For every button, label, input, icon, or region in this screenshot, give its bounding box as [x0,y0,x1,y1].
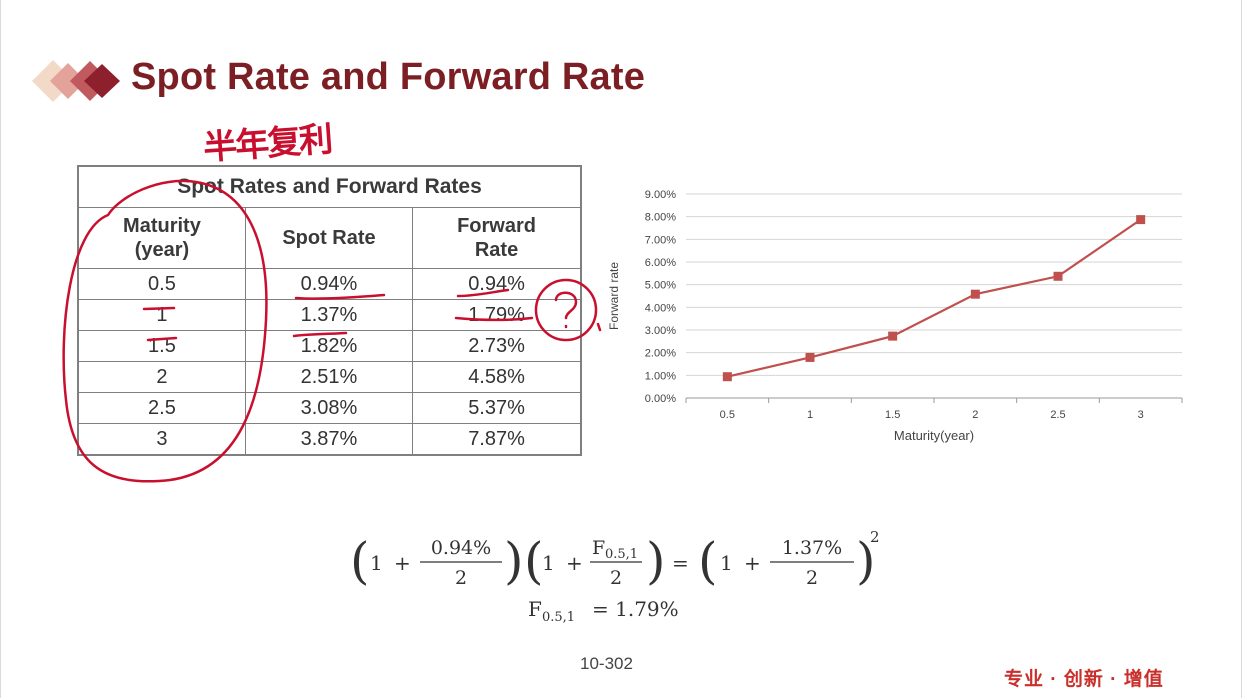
cell-maturity: 1 [77,299,246,331]
cell-spot-rate: 0.94% [244,268,414,300]
formula-frac2-denominator: 2 [610,567,622,589]
header-spot-rate-line1: Spot Rate [282,227,376,249]
data-point-marker [970,289,980,299]
formula-plus: + [394,551,411,575]
formula-frac1-numerator: 0.94% [431,537,491,559]
formula-frac2-numerator-sub: 0.5,1 [605,547,638,562]
header-forward-rate-line1: Forward [457,215,536,237]
formula-open-paren: ( [350,532,370,590]
header-forward-rate-line2: Rate [474,239,519,261]
cell-spot-rate: 1.82% [244,330,414,362]
x-tick-label: 1.5 [885,409,900,421]
chart-x-tick-labels: 0.5 1 1.5 2 2.5 3 [685,398,1183,421]
cell-spot-rate: 3.87% [244,423,414,456]
cell-spot-rate: 3.08% [244,392,414,424]
forward-rate-line-chart: 0.00% 1.00% 2.00% 3.00% 4.00% 5.00% 6.00% 7.00%… [607,189,1183,443]
formula-open-paren: ( [524,532,544,590]
cell-forward-rate: 5.37% [412,392,582,424]
x-tick-label: 0.5 [720,409,735,421]
chart-y-axis-label: Forward rate [607,262,621,330]
y-tick-label: 9.00% [645,189,676,201]
formula-equals: = [672,551,689,575]
chart-gridlines [686,193,1182,376]
formula-equation-line: ( 1 + 0.94% 2 ) ( 1 + F 0.5,1 2 ) = ( 1 … [350,528,880,590]
formula-frac3-numerator: 1.37% [782,537,842,559]
table-row: 1.5 1.82% 2.73% [77,330,582,362]
chart-x-axis-label: Maturity(year) [894,428,974,443]
data-point-marker [722,372,732,382]
slide-title: Spot Rate and Forward Rate [131,56,646,98]
y-tick-label: 6.00% [645,257,676,269]
header-forward-rate: Forward Rate [412,207,582,269]
cell-forward-rate: 2.73% [412,330,582,362]
page-number: 10-302 [580,654,633,673]
cell-maturity: 2 [77,361,246,393]
formula-frac3-denominator: 2 [806,567,818,589]
data-point-marker [1053,271,1063,281]
header-maturity-line1: Maturity [123,215,201,237]
cell-forward-rate: 0.94% [412,268,582,300]
series-line [727,218,1142,378]
spot-forward-rate-table: Spot Rates and Forward Rates Maturity (y… [77,165,582,456]
y-tick-label: 5.00% [645,280,676,292]
formula-frac1-denominator: 2 [455,567,467,589]
formula-close-paren: ) [856,532,876,590]
formula-result-lhs: F [528,597,542,621]
handwritten-note: 半年复利 [202,119,333,169]
forward-rate-formula: ( 1 + 0.94% 2 ) ( 1 + F 0.5,1 2 ) = ( 1 … [350,528,880,625]
cell-maturity: 1.5 [77,330,246,362]
brand-slogan: 专业 · 创新 · 增值 [1004,669,1164,690]
formula-one: 1 [720,551,733,575]
x-tick-label: 1 [807,409,813,421]
x-tick-label: 2.5 [1050,409,1065,421]
formula-exponent: 2 [870,528,880,546]
y-tick-label: 2.00% [645,348,676,360]
formula-close-paren: ) [646,532,666,590]
y-tick-label: 3.00% [645,325,676,337]
formula-frac2-numerator: F [592,537,605,559]
header-maturity: Maturity (year) [77,207,246,269]
formula-plus: + [566,551,583,575]
formula-result-lhs-sub: 0.5,1 [542,610,575,625]
y-tick-label: 1.00% [645,370,676,382]
data-point-marker [805,352,815,362]
formula-one: 1 [370,551,383,575]
formula-one: 1 [542,551,555,575]
chart-series [722,215,1146,382]
x-tick-label: 3 [1138,409,1144,421]
formula-open-paren: ( [698,532,718,590]
formula-plus: + [744,551,761,575]
cell-spot-rate: 1.37% [244,299,414,331]
data-point-marker [1136,215,1146,225]
cell-maturity: 0.5 [77,268,246,300]
y-tick-label: 4.00% [645,302,676,314]
formula-result-line: F 0.5,1 = 1.79% [528,597,679,625]
title-diamond-logo [32,60,120,102]
table-row: 3 3.87% 7.87% [77,423,582,456]
cell-forward-rate: 4.58% [412,361,582,393]
y-tick-label: 8.00% [645,212,676,224]
formula-close-paren: ) [504,532,524,590]
table-row: 0.5 0.94% 0.94% [77,268,582,300]
x-tick-label: 2 [972,409,978,421]
table-caption: Spot Rates and Forward Rates [77,165,582,208]
y-tick-label: 0.00% [645,393,676,405]
formula-result-rhs: = 1.79% [592,597,679,621]
table-row: 1 1.37% 1.79% [77,299,582,331]
table-row: 2 2.51% 4.58% [77,361,582,393]
y-tick-label: 7.00% [645,234,676,246]
cell-maturity: 3 [77,423,246,456]
cell-maturity: 2.5 [77,392,246,424]
table-row: 2.5 3.08% 5.37% [77,392,582,424]
chart-y-tick-labels: 0.00% 1.00% 2.00% 3.00% 4.00% 5.00% 6.00% 7.00%… [645,189,676,405]
cell-spot-rate: 2.51% [244,361,414,393]
header-maturity-line2: (year) [134,239,190,261]
cell-forward-rate: 7.87% [412,423,582,456]
cell-forward-rate: 1.79% [412,299,582,331]
data-point-marker [888,331,898,341]
header-spot-rate: Spot Rate [244,207,414,269]
